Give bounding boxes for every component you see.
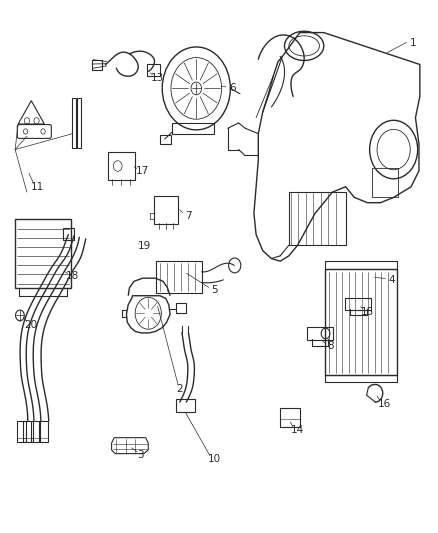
Text: 18: 18 — [66, 271, 79, 281]
Text: 2: 2 — [177, 384, 183, 394]
Text: 20: 20 — [24, 320, 37, 330]
Text: 6: 6 — [229, 83, 235, 93]
Text: 19: 19 — [138, 241, 152, 251]
Text: 17: 17 — [136, 166, 149, 176]
Text: 14: 14 — [291, 425, 304, 435]
Text: 3: 3 — [137, 450, 144, 460]
Text: 7: 7 — [185, 211, 192, 221]
Circle shape — [191, 82, 201, 95]
Text: 10: 10 — [208, 454, 221, 464]
Text: 15: 15 — [361, 306, 374, 317]
Text: 8: 8 — [327, 341, 334, 351]
Text: 11: 11 — [31, 182, 44, 192]
Text: 1: 1 — [410, 38, 417, 48]
Text: 5: 5 — [211, 286, 218, 295]
Text: 4: 4 — [388, 275, 395, 285]
Text: 13: 13 — [151, 73, 165, 83]
Text: 16: 16 — [378, 399, 392, 409]
